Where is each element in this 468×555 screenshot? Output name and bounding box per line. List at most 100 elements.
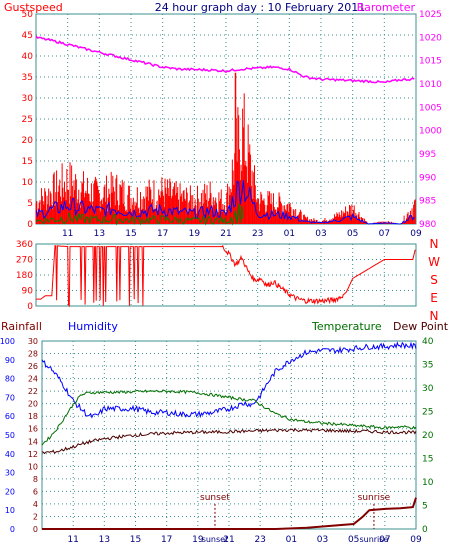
sunrise-label: sunrise <box>358 493 391 503</box>
gust-axis-tick: 30 <box>22 94 34 104</box>
temperature-axis-tick: 30 <box>422 384 434 394</box>
gust-axis-tick: 5 <box>27 199 33 209</box>
humidity-line <box>41 341 417 419</box>
time-axis-tick: 19 <box>192 535 204 545</box>
humidity-axis-tick: 50 <box>5 431 15 440</box>
dewpoint-label: Dew Point <box>393 320 449 333</box>
barometer-axis-tick: 1000 <box>419 127 442 137</box>
wind-direction-line <box>36 244 416 308</box>
direction-axis-tick: 180 <box>16 271 33 281</box>
barometer-axis-tick: 995 <box>419 150 436 160</box>
humidity-axis-tick: 100 <box>0 337 15 346</box>
gust-axis-tick: 25 <box>22 115 33 125</box>
humidity-axis-tick: 10 <box>5 506 15 515</box>
wind-lull-line <box>35 203 244 226</box>
rain-axis-tick: 22 <box>28 387 38 396</box>
compass-label: E <box>430 291 438 305</box>
gust-axis-tick: 0 <box>27 220 33 230</box>
gustspeed-label: Gustspeed <box>4 1 63 14</box>
rain-axis-tick: 6 <box>33 487 38 496</box>
humidity-axis-tick: 70 <box>5 393 15 402</box>
sunset-label: sunset <box>200 493 230 503</box>
gust-axis-tick: 10 <box>22 178 34 188</box>
barometer-axis-tick: 1005 <box>419 103 442 113</box>
direction-axis-tick: 90 <box>22 287 34 297</box>
temperature-axis-tick: 20 <box>422 431 434 441</box>
direction-axis-tick: 270 <box>16 256 33 266</box>
temperature-axis-tick: 25 <box>422 408 433 418</box>
time-axis-tick: 19 <box>189 229 201 239</box>
rain-axis-tick: 8 <box>33 475 38 484</box>
compass-label: S <box>430 273 438 287</box>
rainfall-label: Rainfall <box>1 320 42 333</box>
rain-axis-tick: 20 <box>28 400 38 409</box>
rain-axis-tick: 18 <box>28 412 38 421</box>
temperature-axis-tick: 35 <box>422 361 433 371</box>
humidity-axis-tick: 90 <box>5 356 15 365</box>
gust-axis-tick: 35 <box>22 73 33 83</box>
humidity-axis-tick: 80 <box>5 375 15 384</box>
humidity-axis-tick: 60 <box>5 412 15 421</box>
temperature-line <box>41 389 417 446</box>
barometer-axis-tick: 1020 <box>419 33 442 43</box>
time-axis-tick: 01 <box>286 535 297 545</box>
gust-axis-tick: 50 <box>22 10 34 20</box>
rain-axis-tick: 12 <box>28 450 38 459</box>
gust-axis-tick: 15 <box>22 157 33 167</box>
temperature-axis-tick: 5 <box>422 502 428 512</box>
chart-title: 24 hour graph day : 10 February 2011 <box>155 1 366 14</box>
wind-average-line <box>35 180 415 225</box>
temperature-axis-tick: 0 <box>422 525 428 535</box>
temperature-axis-tick: 15 <box>422 455 433 465</box>
barometer-label: Barometer <box>357 1 416 14</box>
temperature-label: Temperature <box>311 320 382 333</box>
time-axis-tick: 03 <box>315 229 326 239</box>
rain-axis-tick: 16 <box>28 425 38 434</box>
humidity-label: Humidity <box>68 320 118 333</box>
time-axis-tick: 15 <box>130 535 141 545</box>
humidity-axis-tick: 30 <box>5 469 15 478</box>
time-axis-tick: 11 <box>67 535 78 545</box>
barometer-axis-tick: 1010 <box>419 80 442 90</box>
barometer-line <box>35 35 415 84</box>
rainfall-line <box>42 497 417 530</box>
time-axis-tick: 11 <box>62 229 73 239</box>
rain-axis-tick: 24 <box>28 375 38 384</box>
time-axis-tick: 07 <box>379 535 390 545</box>
rain-axis-tick: 28 <box>28 350 38 359</box>
time-axis-tick: 13 <box>99 535 110 545</box>
time-axis-tick: 23 <box>252 229 263 239</box>
temperature-axis-tick: 10 <box>422 478 434 488</box>
time-axis-tick: 17 <box>161 535 172 545</box>
barometer-axis-tick: 1025 <box>419 10 442 20</box>
compass-label: N <box>430 309 439 323</box>
time-axis-tick: 23 <box>254 535 265 545</box>
barometer-axis-tick: 985 <box>419 197 436 207</box>
barometer-axis-tick: 980 <box>419 220 436 230</box>
gust-axis-tick: 45 <box>22 31 33 41</box>
rain-axis-tick: 30 <box>28 337 38 346</box>
compass-label: N <box>430 237 439 251</box>
time-axis-tick: 07 <box>379 229 390 239</box>
time-axis-tick: 05 <box>348 535 359 545</box>
barometer-axis-tick: 1015 <box>419 57 442 67</box>
time-axis-tick: 09 <box>410 535 422 545</box>
direction-axis-tick: 360 <box>16 240 33 250</box>
temperature-axis-tick: 40 <box>422 337 434 347</box>
time-axis-tick: 05 <box>347 229 358 239</box>
rain-axis-tick: 2 <box>33 512 38 521</box>
rain-axis-tick: 14 <box>28 437 38 446</box>
chart-marks: 0510152025303540455098098599099510001005… <box>0 10 442 545</box>
time-axis-tick: 13 <box>94 229 105 239</box>
gust-axis-tick: 40 <box>22 52 34 62</box>
humidity-axis-tick: 20 <box>5 487 15 496</box>
rain-axis-tick: 0 <box>33 525 38 534</box>
sunrise-axis-marker: sunrise <box>359 535 388 544</box>
rain-axis-tick: 4 <box>33 500 38 509</box>
time-axis-tick: 17 <box>157 229 168 239</box>
rain-axis-tick: 26 <box>28 362 38 371</box>
time-axis-tick: 21 <box>223 535 234 545</box>
humidity-axis-tick: 0 <box>10 525 15 534</box>
humidity-axis-tick: 40 <box>5 450 15 459</box>
